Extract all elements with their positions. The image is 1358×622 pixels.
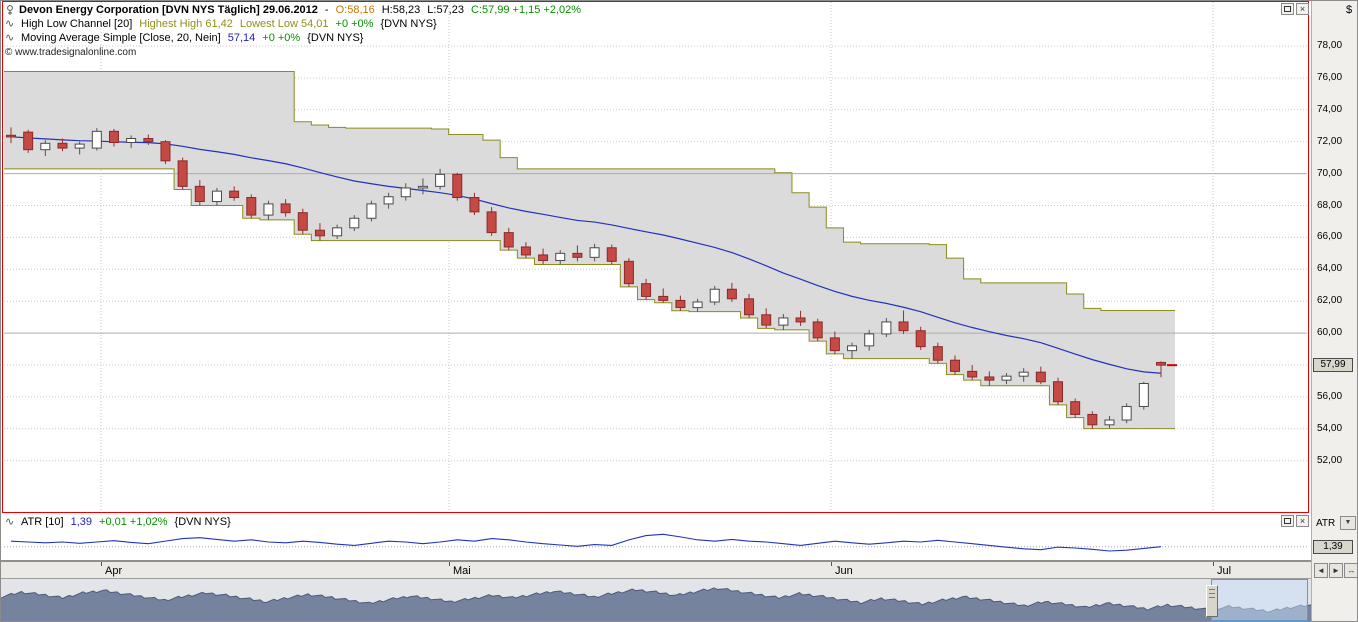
chart-link-icon [5,5,15,15]
close-pane-icon[interactable]: × [1296,3,1309,15]
indicator-wave-icon: ∿ [5,516,15,528]
month-tick-mark [831,562,832,566]
price-tick-label: 76,00 [1317,71,1343,83]
time-axis[interactable]: Apr Mai Jun Jul [1,561,1311,579]
ma-name: Moving Average Simple [Close, 20, Nein] [21,32,221,44]
atr-value: 1,39 [70,516,93,528]
quote-open: O:58,16 [335,4,375,16]
last-price-badge: 57,99 [1313,358,1353,373]
history-navigator[interactable] [1,579,1311,621]
month-tick-mark [101,562,102,566]
atr-legend-row[interactable]: ∿ ATR [10] 1,39 +0,01 +1,02% {DVN NYS} [5,515,234,529]
ma-change: +0 +0% [262,32,301,44]
atr-legend: ∿ ATR [10] 1,39 +0,01 +1,02% {DVN NYS} [5,515,234,529]
price-tick-label: 52,00 [1317,454,1343,466]
month-label: Apr [105,565,123,577]
scroll-left-button[interactable]: ◄ [1314,563,1328,578]
instrument-title: Devon Energy Corporation [DVN NYS Täglic… [19,4,318,16]
quote-high: H:58,23 [381,4,421,16]
main-chart-canvas[interactable] [1,1,1311,513]
restore-pane-icon[interactable] [1281,515,1294,527]
month-label: Mai [453,565,471,577]
indicator-wave-icon: ∿ [5,18,15,30]
quote-close-change: C:57,99 +1,15 +2,02% [470,4,582,16]
price-axis-unit: $ [1346,4,1353,16]
instrument-legend-row[interactable]: Devon Energy Corporation [DVN NYS Täglic… [5,3,584,17]
chart-legend: Devon Energy Corporation [DVN NYS Täglic… [5,3,584,60]
navigator-viewport-selection[interactable] [1211,579,1308,621]
atr-name: ATR [10] [21,516,64,528]
hl-channel-highest: Highest High 61,42 [139,18,233,30]
restore-pane-icon[interactable] [1281,3,1294,15]
month-label: Jun [835,565,853,577]
hl-channel-change: +0 +0% [335,18,374,30]
hl-channel-name: High Low Channel [20] [21,18,133,30]
price-tick-label: 54,00 [1317,422,1343,434]
price-tick-label: 70,00 [1317,167,1343,179]
title-separator: - [324,4,329,16]
price-tick-label: 78,00 [1317,40,1343,51]
price-tick-label: 60,00 [1317,327,1343,339]
hl-channel-legend-row[interactable]: ∿ High Low Channel [20] Highest High 61,… [5,17,584,31]
month-tick-mark [449,562,450,566]
atr-pane-window-controls: × [1281,515,1309,527]
price-axis[interactable]: $ 78,00 76,00 74,00 72,00 70,00 68,00 66,00 64,… [1311,1,1357,621]
atr-chart-canvas[interactable] [1,513,1311,561]
month-label: Jul [1217,565,1232,577]
close-pane-icon[interactable]: × [1296,515,1309,527]
price-tick-label: 72,00 [1317,135,1343,147]
ma-legend-row[interactable]: ∿ Moving Average Simple [Close, 20, Nein… [5,31,584,45]
main-pane-window-controls: × [1281,3,1309,15]
navigator-drag-handle[interactable] [1206,585,1218,617]
indicator-wave-icon: ∿ [5,32,15,44]
quote-low: L:57,23 [427,4,464,16]
atr-value-badge: 1,39 [1313,539,1353,554]
zoom-range-button[interactable]: ↔ [1344,563,1357,578]
price-tick-label: 64,00 [1317,263,1343,275]
atr-change: +0,01 +1,02% [99,516,168,528]
price-tick-label: 74,00 [1317,103,1343,115]
ma-scope: {DVN NYS} [307,32,364,44]
copyright-note: © www.tradesignalonline.com [5,47,137,58]
hl-channel-lowest: Lowest Low 54,01 [239,18,329,30]
atr-scope: {DVN NYS} [174,516,231,528]
price-tick-label: 66,00 [1317,231,1343,243]
hl-channel-scope: {DVN NYS} [380,18,437,30]
price-tick-label: 68,00 [1317,199,1343,211]
atr-scale-dropdown[interactable]: ▼ [1340,516,1356,530]
price-tick-label: 62,00 [1317,295,1343,307]
navigator-canvas [1,579,1311,621]
month-tick-mark [1213,562,1214,566]
scroll-right-button[interactable]: ► [1329,563,1343,578]
atr-axis-label: ATR [1316,518,1336,529]
ma-value: 57,14 [227,32,256,44]
price-tick-label: 56,00 [1317,390,1343,402]
